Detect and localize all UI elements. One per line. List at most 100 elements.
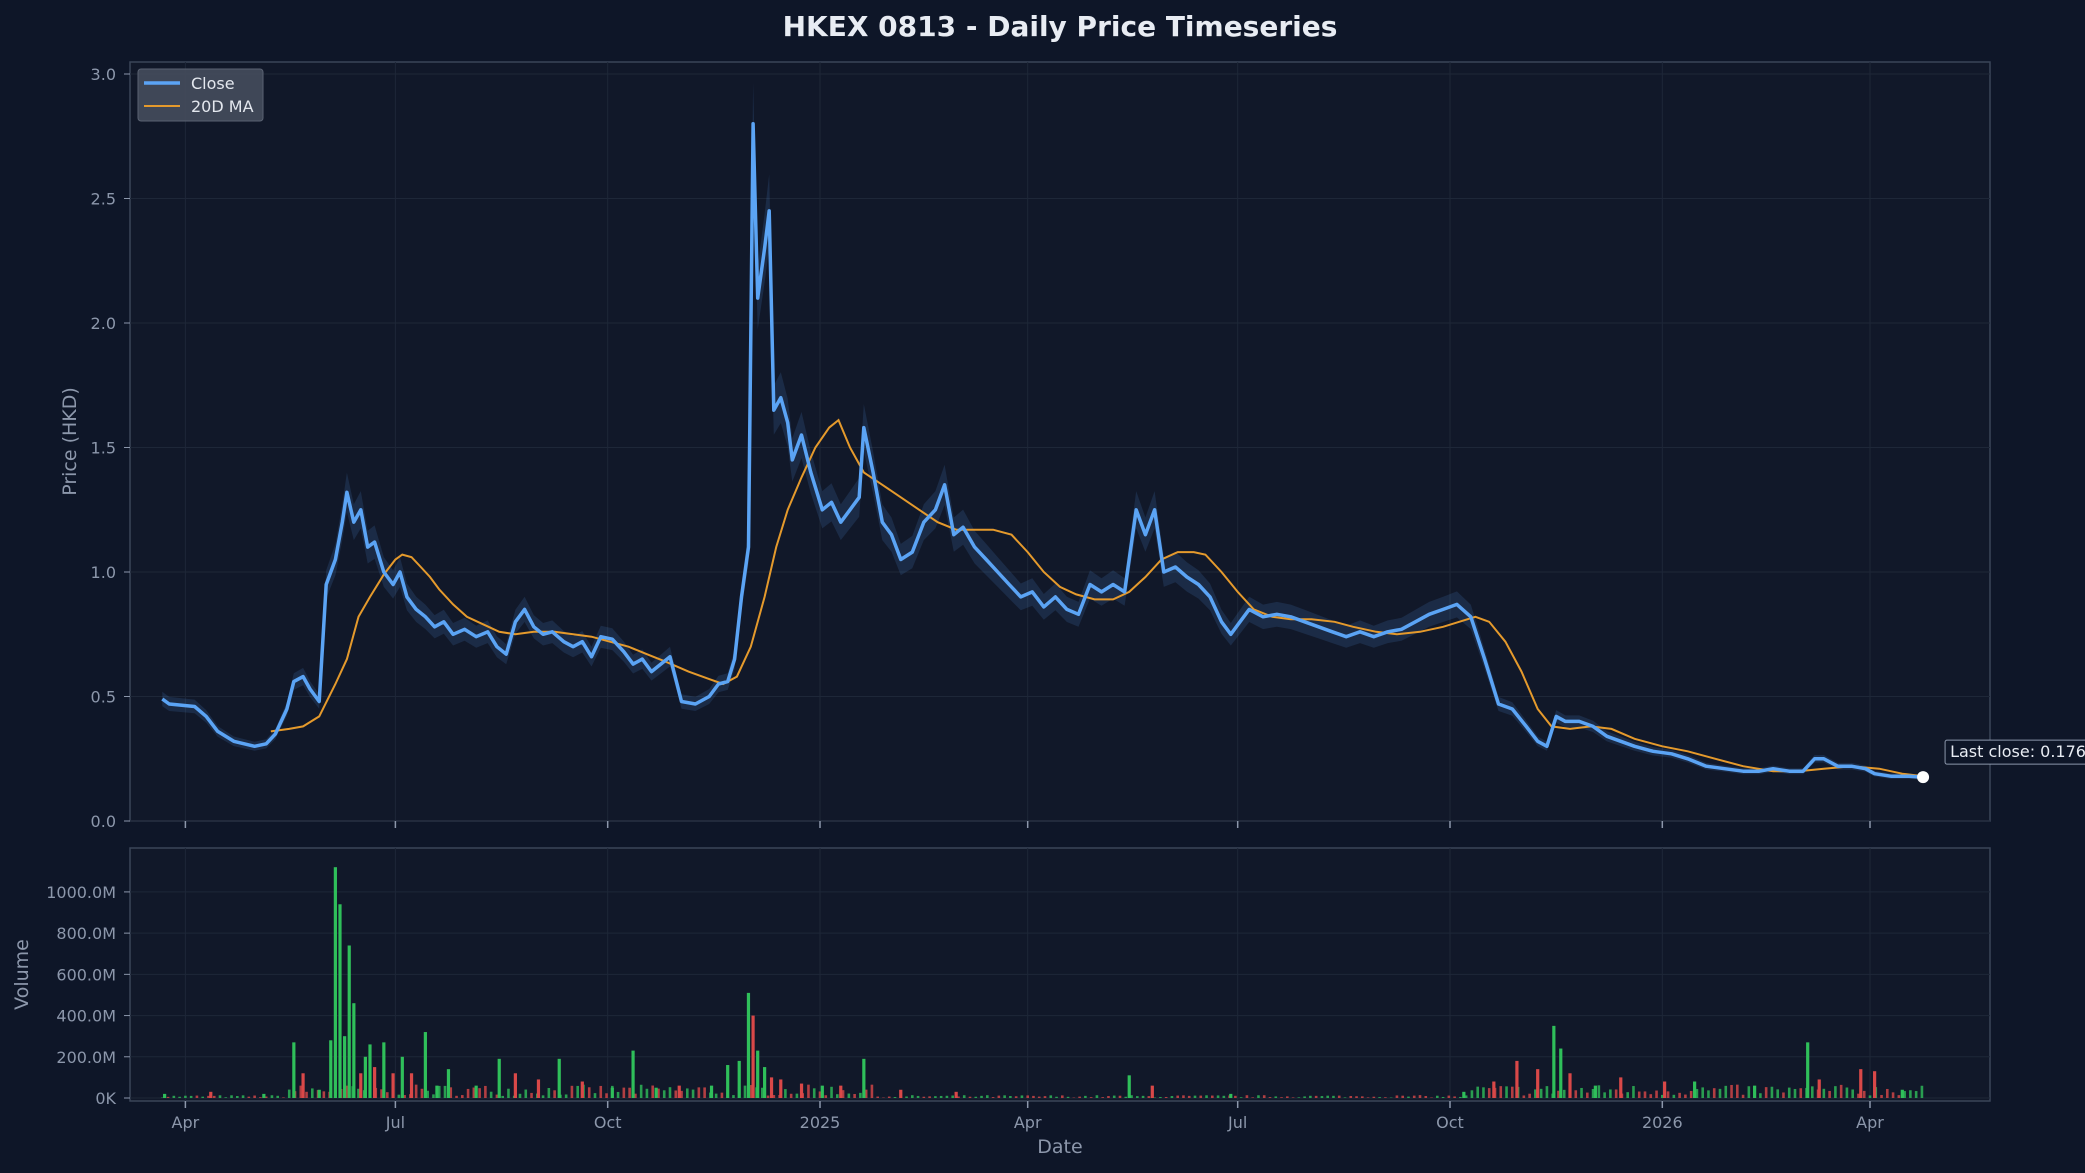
volume-bar <box>677 1085 681 1098</box>
volume-bar <box>466 1088 470 1098</box>
volume-bar <box>1891 1092 1895 1098</box>
volume-bar <box>218 1095 222 1098</box>
volume-bar <box>1326 1095 1329 1098</box>
volume-bar <box>472 1087 476 1098</box>
volume-bar <box>1730 1084 1733 1098</box>
volume-bar <box>1257 1095 1260 1098</box>
volume-bar <box>720 1092 724 1098</box>
volume-bar <box>1753 1085 1757 1098</box>
volume-bar <box>437 1085 441 1098</box>
volume-bar <box>1193 1095 1197 1098</box>
volume-bar <box>1873 1071 1877 1098</box>
volume-bar <box>1159 1097 1162 1098</box>
volume-bar <box>1441 1096 1445 1098</box>
volume-bar <box>513 1073 517 1098</box>
volume-bar <box>830 1086 833 1098</box>
volume-bar <box>668 1087 672 1098</box>
volume-bar <box>391 1073 395 1098</box>
last-close-marker <box>1917 771 1930 784</box>
volume-bar <box>749 1085 753 1098</box>
volume-bar <box>497 1058 501 1098</box>
x-tick-label: Apr <box>1014 1113 1042 1132</box>
volume-bar <box>1655 1090 1658 1098</box>
volume-bar <box>1897 1095 1901 1098</box>
volume-bar <box>1262 1095 1266 1098</box>
volume-bar <box>674 1090 678 1098</box>
volume-bar <box>1337 1095 1341 1098</box>
volume-bar <box>1130 1095 1133 1098</box>
volume-bar <box>1845 1087 1849 1098</box>
volume-bar <box>631 1050 635 1098</box>
volume-bar <box>1407 1096 1410 1098</box>
volume-bar <box>1055 1096 1058 1098</box>
volume-bar <box>1593 1085 1597 1098</box>
volume-bar <box>368 1044 372 1098</box>
price-y-tick-label: 0.0 <box>91 812 116 831</box>
volume-bar <box>1424 1095 1428 1098</box>
volume-bar <box>1020 1095 1024 1098</box>
volume-bar <box>639 1084 643 1098</box>
volume-bar <box>253 1095 256 1098</box>
volume-bar <box>1239 1097 1243 1098</box>
volume-bar <box>1199 1095 1203 1098</box>
volume-bar <box>862 1058 866 1098</box>
volume-bar <box>241 1095 245 1098</box>
last-close-annotation: Last close: 0.176 <box>1944 739 2085 765</box>
volume-bar <box>1343 1097 1347 1098</box>
volume-bar <box>292 1042 296 1098</box>
volume-bar <box>680 1090 683 1098</box>
volume-bar <box>1859 1069 1863 1098</box>
volume-bar <box>1061 1095 1064 1098</box>
series-line-20d-ma <box>270 418 1924 778</box>
volume-bar <box>761 1087 764 1098</box>
volume-bar <box>968 1096 972 1098</box>
volume-y-tick-label: 200.0M <box>56 1048 116 1067</box>
volume-bar <box>1043 1096 1047 1098</box>
volume-bar <box>1568 1073 1572 1098</box>
volume-bar <box>1268 1097 1272 1098</box>
volume-bar <box>697 1087 701 1098</box>
x-tick-label: Apr <box>172 1113 200 1132</box>
volume-bar <box>518 1093 522 1098</box>
volume-bar <box>628 1087 631 1098</box>
volume-bar <box>836 1094 839 1098</box>
x-tick-label: Oct <box>1436 1113 1464 1132</box>
volume-bar <box>980 1095 983 1098</box>
volume-bar <box>1229 1093 1233 1098</box>
volume-bar <box>1412 1095 1416 1098</box>
volume-bar <box>1459 1096 1462 1098</box>
volume-bar <box>1614 1089 1618 1098</box>
volume-bar <box>409 1073 414 1098</box>
volume-bar <box>1787 1087 1791 1098</box>
volume-bar <box>195 1095 199 1098</box>
price-plot-area <box>129 61 1991 822</box>
volume-bar <box>564 1094 568 1098</box>
volume-bar <box>580 1081 584 1098</box>
volume-bar <box>789 1093 793 1098</box>
x-tick-label: 2026 <box>1642 1113 1683 1132</box>
volume-bar <box>818 1091 822 1098</box>
volume-bar <box>1782 1092 1785 1098</box>
volume-bar <box>847 1093 851 1098</box>
volume-bar <box>1511 1086 1514 1098</box>
volume-bar <box>784 1089 787 1098</box>
x-tick-label: Oct <box>594 1113 622 1132</box>
volume-bar <box>478 1088 481 1098</box>
volume-bar <box>357 1088 360 1098</box>
volume-bar <box>311 1088 314 1098</box>
volume-bar <box>1707 1090 1710 1098</box>
legend-label-close: Close <box>191 74 235 93</box>
volume-bar <box>616 1091 620 1098</box>
volume-bar <box>1649 1094 1653 1098</box>
volume-bar <box>1136 1096 1139 1098</box>
price-y-tick-label: 2.5 <box>91 190 116 209</box>
volume-bar <box>887 1096 891 1098</box>
volume-bar <box>870 1084 874 1098</box>
x-tick-label: Jul <box>1227 1113 1247 1132</box>
volume-bar <box>1361 1096 1364 1098</box>
volume-bar <box>536 1079 541 1098</box>
volume-bar <box>954 1091 958 1098</box>
volume-bar <box>1689 1090 1693 1098</box>
volume-bar <box>686 1088 689 1098</box>
volume-bar <box>743 1085 747 1098</box>
